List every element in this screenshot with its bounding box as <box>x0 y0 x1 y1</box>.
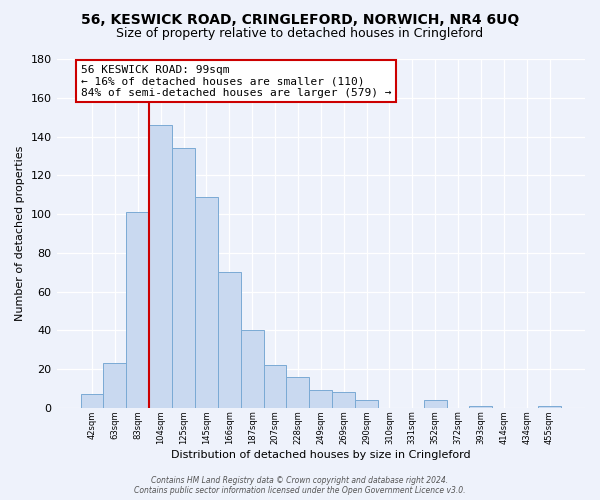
Bar <box>355 400 378 408</box>
Text: 56, KESWICK ROAD, CRINGLEFORD, NORWICH, NR4 6UQ: 56, KESWICK ROAD, CRINGLEFORD, NORWICH, … <box>81 12 519 26</box>
Text: Contains HM Land Registry data © Crown copyright and database right 2024.
Contai: Contains HM Land Registry data © Crown c… <box>134 476 466 495</box>
Bar <box>218 272 241 408</box>
Bar <box>332 392 355 408</box>
Bar <box>195 196 218 408</box>
Bar <box>172 148 195 408</box>
Text: Size of property relative to detached houses in Cringleford: Size of property relative to detached ho… <box>116 28 484 40</box>
Y-axis label: Number of detached properties: Number of detached properties <box>15 146 25 321</box>
Bar <box>538 406 561 408</box>
Bar <box>469 406 493 408</box>
Bar <box>103 363 127 408</box>
X-axis label: Distribution of detached houses by size in Cringleford: Distribution of detached houses by size … <box>171 450 470 460</box>
Text: 56 KESWICK ROAD: 99sqm
← 16% of detached houses are smaller (110)
84% of semi-de: 56 KESWICK ROAD: 99sqm ← 16% of detached… <box>80 65 391 98</box>
Bar <box>263 365 286 408</box>
Bar <box>127 212 149 408</box>
Bar <box>149 125 172 408</box>
Bar <box>286 377 310 408</box>
Bar <box>424 400 446 408</box>
Bar <box>241 330 263 408</box>
Bar <box>310 390 332 408</box>
Bar <box>80 394 103 408</box>
